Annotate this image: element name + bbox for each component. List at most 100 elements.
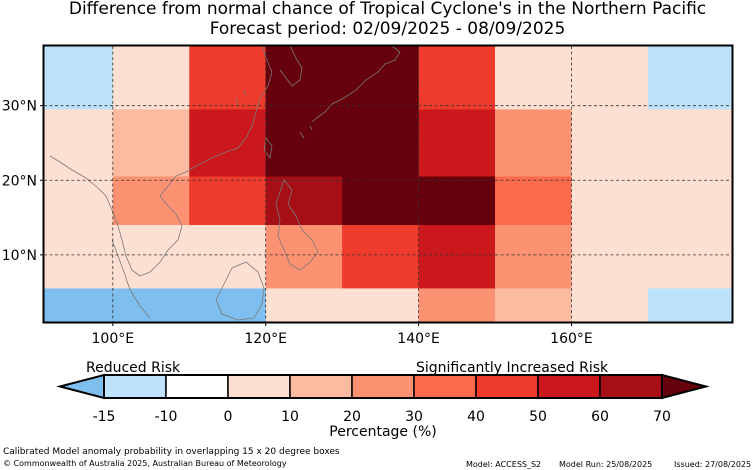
risk-cell-4-8 xyxy=(647,288,733,323)
risk-cell-0-8 xyxy=(647,46,733,110)
legend-label-increased: Significantly Increased Risk xyxy=(416,360,609,376)
colorbar-bin-8 xyxy=(599,374,663,399)
footer-model: Model: ACCESS_S2 xyxy=(466,460,542,469)
coastline-philippines xyxy=(275,179,319,271)
risk-cell-0-2 xyxy=(189,46,267,110)
risk-cell-3-7 xyxy=(571,225,649,289)
risk-cell-1-0 xyxy=(44,109,114,178)
colorbar-tick-label: 10 xyxy=(281,409,299,425)
footer-model-run: Model Run: 25/08/2025 xyxy=(559,460,653,469)
risk-cell-4-0 xyxy=(44,288,114,323)
risk-cell-3-0 xyxy=(44,225,114,289)
colorbar-under-arrow xyxy=(56,373,105,400)
colorbar-tick-label: 20 xyxy=(343,409,361,425)
risk-cell-1-6 xyxy=(495,109,572,178)
risk-cell-4-1 xyxy=(112,288,190,323)
risk-cell-2-5 xyxy=(418,176,496,226)
colorbar-tick-label: 40 xyxy=(467,409,485,425)
forecast-period: Forecast period: 02/09/2025 - 08/09/2025 xyxy=(209,19,566,39)
coastline-indochina xyxy=(49,155,183,277)
risk-cell-1-7 xyxy=(571,109,649,178)
risk-cell-1-3 xyxy=(265,109,343,178)
risk-cell-4-6 xyxy=(495,288,572,323)
axis-ticks xyxy=(40,105,572,326)
risk-cell-4-3 xyxy=(265,288,343,323)
risk-cell-0-6 xyxy=(495,46,572,110)
coastline-korea xyxy=(279,45,303,87)
coastline-islands xyxy=(235,89,313,139)
colorbar-tick-label: -15 xyxy=(93,409,116,425)
colorbar-tick-label: 30 xyxy=(405,409,423,425)
coastline-taiwan xyxy=(263,137,273,159)
colorbar-bin-6 xyxy=(475,374,539,399)
risk-cell-2-8 xyxy=(647,176,733,226)
colorbar-frame xyxy=(103,374,663,399)
risk-cell-2-1 xyxy=(112,176,190,226)
risk-cell-4-2 xyxy=(189,288,267,323)
gridlines xyxy=(44,46,732,322)
risk-cell-2-0 xyxy=(44,176,114,226)
colorbar-axis-label: Percentage (%) xyxy=(329,424,436,440)
colorbar-bin-3 xyxy=(289,374,353,399)
legend-label-reduced: Reduced Risk xyxy=(86,360,181,376)
coastlines xyxy=(49,45,401,321)
risk-cell-3-1 xyxy=(112,225,190,289)
risk-cell-2-7 xyxy=(571,176,649,226)
risk-cell-2-6 xyxy=(495,176,572,226)
map-title: Difference from normal chance of Tropica… xyxy=(68,0,707,19)
lon-tick-label: 120°E xyxy=(244,331,287,347)
risk-cell-4-4 xyxy=(342,288,420,323)
colorbar-bin-4 xyxy=(351,374,415,399)
risk-cells xyxy=(44,46,733,323)
lon-tick-label: 160°E xyxy=(550,331,593,347)
colorbar-bin-7 xyxy=(537,374,601,399)
colorbar-tick-label: 0 xyxy=(224,409,233,425)
coastline-borneo xyxy=(215,261,265,321)
risk-cell-0-0 xyxy=(44,46,114,110)
risk-cell-3-8 xyxy=(647,225,733,289)
lat-tick-label: 10°N xyxy=(2,248,37,264)
colorbar-over-arrow xyxy=(661,373,710,400)
coastline-china xyxy=(175,45,273,177)
risk-cell-4-5 xyxy=(418,288,496,323)
risk-cell-3-5 xyxy=(418,225,496,289)
risk-cell-2-4 xyxy=(342,176,420,226)
axis-tick-labels: 100°E 120°E 140°E 160°E 30°N 20°N 10°N xyxy=(2,99,593,347)
colorbar-tick-label: 70 xyxy=(653,409,671,425)
footer-issued: Issued: 27/08/2025 xyxy=(674,460,752,469)
risk-cell-1-2 xyxy=(189,109,267,178)
risk-cell-1-5 xyxy=(418,109,496,178)
risk-cell-0-5 xyxy=(418,46,496,110)
colorbar xyxy=(56,373,710,400)
coastline-japan xyxy=(311,45,401,123)
risk-cell-0-7 xyxy=(571,46,649,110)
lat-tick-label: 30°N xyxy=(2,99,37,115)
colorbar-bin-2 xyxy=(227,374,291,399)
colorbar-tick-labels: -15 -10 0 10 20 30 40 50 60 70 xyxy=(93,409,671,425)
risk-cell-3-4 xyxy=(342,225,420,289)
map-frame xyxy=(42,44,734,324)
risk-cell-0-1 xyxy=(112,46,190,110)
footer-description: Calibrated Model anomaly probability in … xyxy=(3,447,340,457)
risk-cell-3-6 xyxy=(495,225,572,289)
risk-cell-4-7 xyxy=(571,288,649,323)
colorbar-tick-label: -10 xyxy=(155,409,178,425)
colorbar-tick-label: 60 xyxy=(591,409,609,425)
risk-cell-1-8 xyxy=(647,109,733,178)
risk-cell-2-3 xyxy=(265,176,343,226)
risk-cell-0-4 xyxy=(342,46,420,110)
lon-tick-label: 100°E xyxy=(92,331,135,347)
risk-cell-2-2 xyxy=(189,176,267,226)
colorbar-tick-label: 50 xyxy=(529,409,547,425)
risk-cell-1-1 xyxy=(112,109,190,178)
risk-cell-0-3 xyxy=(265,46,343,110)
lon-tick-label: 140°E xyxy=(397,331,440,347)
colorbar-bin-0 xyxy=(103,374,167,399)
colorbar-bin-5 xyxy=(413,374,477,399)
risk-cell-3-2 xyxy=(189,225,267,289)
colorbar-bin-1 xyxy=(165,374,229,399)
lat-tick-label: 20°N xyxy=(2,173,37,189)
footer-copyright: © Commonwealth of Australia 2025, Austra… xyxy=(3,459,287,468)
risk-cell-1-4 xyxy=(342,109,420,178)
